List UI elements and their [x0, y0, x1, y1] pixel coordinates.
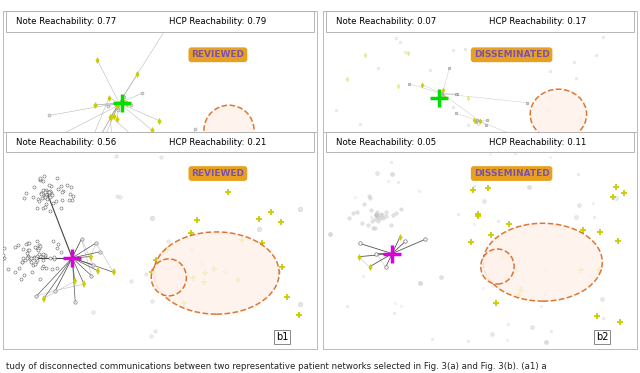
FancyBboxPatch shape [326, 132, 634, 152]
Ellipse shape [151, 259, 186, 296]
Ellipse shape [154, 232, 279, 314]
Text: Note Reachability: 0.07: Note Reachability: 0.07 [336, 17, 436, 26]
Text: REVIEWED: REVIEWED [191, 169, 244, 178]
Text: HCP Reachability: 0.21: HCP Reachability: 0.21 [170, 138, 267, 147]
Ellipse shape [483, 223, 602, 301]
Text: a1: a1 [276, 224, 288, 234]
Ellipse shape [530, 89, 587, 140]
Text: b1: b1 [276, 332, 289, 342]
Ellipse shape [345, 160, 376, 192]
FancyBboxPatch shape [326, 11, 634, 32]
Ellipse shape [481, 249, 514, 284]
Text: Note Reachability: 0.56: Note Reachability: 0.56 [16, 138, 116, 147]
Text: Note Reachability: 0.05: Note Reachability: 0.05 [336, 138, 436, 147]
Text: tudy of disconnected communications between two representative patient networks : tudy of disconnected communications betw… [6, 362, 547, 371]
Text: DISSEMINATED: DISSEMINATED [474, 169, 550, 178]
Text: a2: a2 [596, 224, 608, 234]
Text: HCP Reachability: 0.17: HCP Reachability: 0.17 [490, 17, 587, 26]
Text: REVIEWED: REVIEWED [191, 50, 244, 59]
Text: b2: b2 [596, 332, 609, 342]
Ellipse shape [204, 105, 254, 156]
Text: DISSEMINATED: DISSEMINATED [474, 50, 550, 59]
Text: HCP Reachability: 0.11: HCP Reachability: 0.11 [490, 138, 587, 147]
Text: Note Reachability: 0.77: Note Reachability: 0.77 [16, 17, 116, 26]
FancyBboxPatch shape [6, 11, 314, 32]
Text: HCP Reachability: 0.79: HCP Reachability: 0.79 [170, 17, 267, 26]
FancyBboxPatch shape [6, 132, 314, 152]
Ellipse shape [49, 206, 83, 238]
